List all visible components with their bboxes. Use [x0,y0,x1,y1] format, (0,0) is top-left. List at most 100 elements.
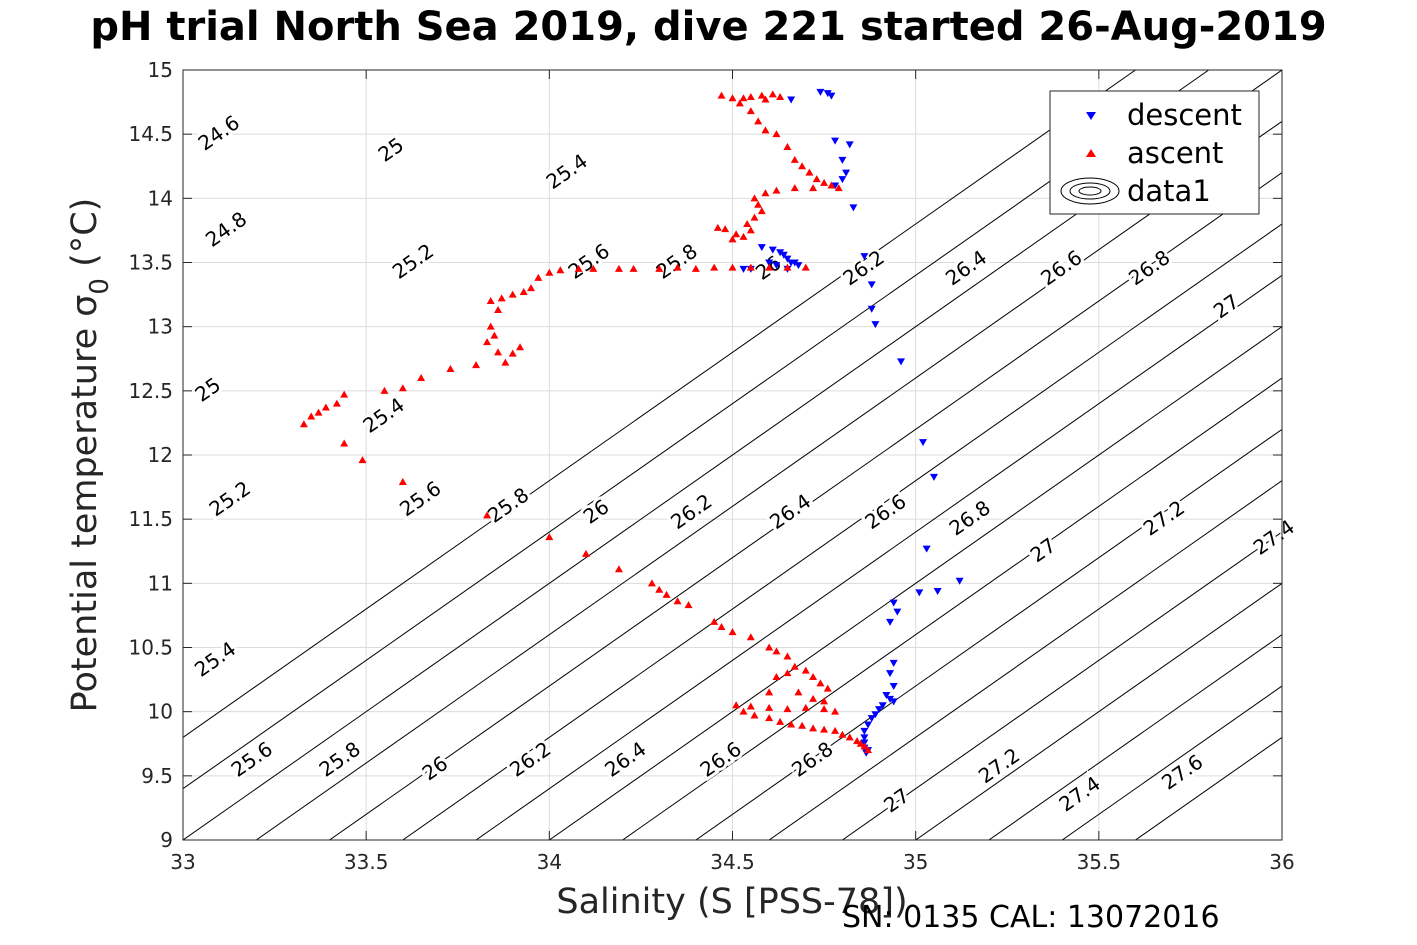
chart-title: pH trial North Sea 2019, dive 221 starte… [90,4,1327,50]
density-contour-label: 27 [1026,533,1061,567]
descent-point [838,156,847,164]
density-contour-label: 25 [374,132,409,166]
y-axis-label: Potential temperature σ0 (°C) [65,198,115,713]
density-contour-label: 26.4 [765,489,815,534]
descent-point [889,659,898,667]
ascent-point [717,622,726,630]
ascent-point [710,617,719,625]
density-contour-label: 24.8 [201,207,251,252]
descent-point [915,589,924,597]
density-contour-label: 25.2 [388,239,438,284]
ascent-point [809,694,818,702]
descent-point [889,683,898,690]
y-axis-label-main: Potential temperature σ [65,295,105,713]
ascent-point [728,94,737,102]
ascent-point [501,358,510,366]
density-contour-label: 26 [418,751,453,785]
density-contour-line [549,326,1282,840]
ascent-point [790,662,799,670]
ascent-point [820,697,829,705]
density-contour-label: 27.2 [1139,495,1189,540]
ascent-point [746,107,755,115]
descent-point [886,670,895,678]
density-contour-line [988,634,1282,840]
density-contour-label: 25.6 [564,239,614,284]
ascent-point [321,403,330,411]
ascent-point [827,181,836,189]
legend-box [1049,90,1260,215]
density-contour-label: 25.6 [227,737,277,782]
ascent-point [743,220,752,227]
descent-point [823,90,832,98]
density-contour-line [402,223,1282,840]
legend[interactable]: descent ascent data1 [1049,90,1260,215]
ascent-point [776,92,785,100]
density-contour-label: 27.6 [1157,749,1207,794]
y-tick-label: 15 [148,58,173,82]
y-tick-label: 10.5 [128,636,173,660]
descent-point [860,727,869,735]
ascent-point [856,739,865,747]
ascent-point [494,305,503,313]
legend-contour-icon [1060,177,1120,205]
descent-point [790,259,799,267]
descent-point [842,169,851,177]
ascent-point [809,673,818,681]
ascent-point [801,666,810,674]
ascent-point [673,597,682,605]
ascent-point [527,284,536,292]
ascent-point [534,273,543,281]
descent-point [867,281,876,289]
descent-point [875,706,884,714]
ascent-point [816,679,825,687]
ascent-point [545,533,554,541]
ascent-point [820,705,829,713]
ascent-point [772,186,781,194]
x-tick-label: 34.5 [710,850,755,874]
ascent-point [783,669,792,677]
density-contour-label: 25.8 [652,239,702,284]
ascent-point [684,601,693,609]
ascent-point [783,705,792,713]
ascent-point [314,408,323,416]
descent-point [918,439,927,447]
descent-point [768,246,777,254]
ascent-point [581,549,590,557]
x-axis-label: Salinity (S [PSS-78]) [556,882,907,922]
ascent-point [494,348,503,356]
ascent-point [508,349,517,357]
descent-point [871,321,880,329]
ascent-point [486,322,495,330]
descent-point [787,96,796,104]
density-contour-label: 25.2 [205,476,255,521]
x-tick-label: 34 [537,850,562,874]
y-tick-label: 13.5 [128,251,173,275]
ascent-point [673,263,682,271]
ascent-point [765,714,774,722]
density-contour-line [183,70,1136,738]
ascent-point [446,365,455,373]
ascent-point [757,207,766,215]
ascent-point [864,746,873,754]
legend-ascent-marker [1086,149,1096,157]
ascent-point [746,702,755,710]
ascent-point [746,226,755,234]
ascent-point [860,742,869,750]
descent-point [897,358,906,366]
ascent-point [746,92,755,100]
y-tick-label: 11.5 [128,507,173,531]
density-contour-label: 26.6 [1036,245,1086,290]
x-tick-label: 35.5 [1077,850,1122,874]
descent-point [794,262,803,270]
ascent-point [834,184,843,192]
density-contour-label: 26.8 [787,737,837,782]
y-axis-label-unit: (°C) [65,198,105,278]
density-contour-label: 26.2 [505,737,555,782]
ascent-point [772,647,781,655]
ascent-point [823,684,832,692]
ascent-point [772,673,781,681]
ascent-point [691,264,700,272]
ascent-point [794,688,803,696]
ascent-point [772,130,781,138]
